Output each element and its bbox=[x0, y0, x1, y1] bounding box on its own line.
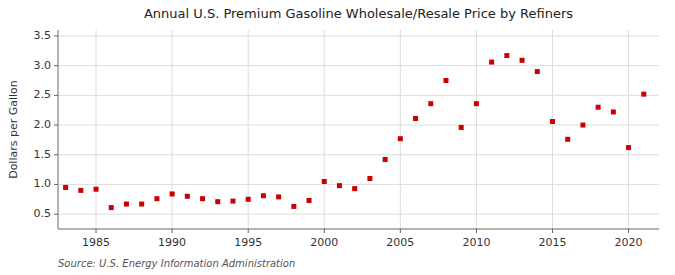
point bbox=[413, 116, 418, 121]
title: Annual U.S. Premium Gasoline Wholesale/R… bbox=[144, 6, 573, 21]
point bbox=[246, 197, 251, 202]
x-tick bbox=[248, 229, 249, 233]
y-tick bbox=[54, 184, 58, 185]
y-tick-label: 3.5 bbox=[34, 29, 52, 42]
x-tick-label: 1990 bbox=[158, 236, 186, 249]
y-axis-line bbox=[58, 30, 59, 229]
y-tick bbox=[54, 65, 58, 66]
x-grid-line bbox=[172, 30, 173, 229]
point bbox=[596, 105, 601, 110]
y-grid-line bbox=[58, 214, 659, 215]
x-tick bbox=[400, 229, 401, 233]
point bbox=[94, 187, 99, 192]
point bbox=[337, 183, 342, 188]
y-tick bbox=[54, 35, 58, 36]
point bbox=[489, 60, 494, 65]
point bbox=[261, 193, 266, 198]
point bbox=[124, 202, 129, 207]
point bbox=[459, 125, 464, 130]
point bbox=[78, 188, 83, 193]
x-tick bbox=[476, 229, 477, 233]
x-tick-label: 1995 bbox=[234, 236, 262, 249]
x-tick-label: 2010 bbox=[462, 236, 490, 249]
x-tick bbox=[96, 229, 97, 233]
point bbox=[520, 58, 525, 63]
y-grid-line bbox=[58, 35, 659, 36]
point bbox=[291, 204, 296, 209]
x-tick-label: 2015 bbox=[538, 236, 566, 249]
point bbox=[550, 119, 555, 124]
point bbox=[580, 123, 585, 128]
x-grid-line bbox=[400, 30, 401, 229]
point bbox=[276, 194, 281, 199]
y-tick-label: 0.5 bbox=[34, 207, 52, 220]
point bbox=[367, 176, 372, 181]
point bbox=[443, 78, 448, 83]
point bbox=[535, 69, 540, 74]
y-tick-label: 2.5 bbox=[34, 88, 52, 101]
y-tick bbox=[54, 125, 58, 126]
y-grid-line bbox=[58, 95, 659, 96]
x-tick bbox=[172, 229, 173, 233]
y-tick bbox=[54, 214, 58, 215]
x-tick bbox=[552, 229, 553, 233]
x-tick-label: 2000 bbox=[310, 236, 338, 249]
x-tick bbox=[628, 229, 629, 233]
points bbox=[63, 53, 646, 210]
point bbox=[154, 196, 159, 201]
y-tick-label: 1.0 bbox=[34, 177, 52, 190]
x-tick bbox=[324, 229, 325, 233]
point bbox=[185, 194, 190, 199]
x-grid-line bbox=[628, 30, 629, 229]
y-grid-line bbox=[58, 65, 659, 66]
point bbox=[63, 185, 68, 190]
y-grid-line bbox=[58, 125, 659, 126]
point bbox=[428, 101, 433, 106]
y-tick bbox=[54, 154, 58, 155]
chart: 0.5 1.0 1.5 2.0 2.5 3.0 3.5 1985 1990 1995 2000 200… bbox=[0, 0, 675, 275]
point bbox=[626, 145, 631, 150]
point bbox=[215, 199, 220, 204]
point bbox=[170, 191, 175, 196]
source-note: Source: U.S. Energy Information Administ… bbox=[58, 258, 295, 269]
point bbox=[565, 137, 570, 142]
x-tick-label: 2020 bbox=[615, 236, 643, 249]
point bbox=[230, 199, 235, 204]
axes: 0.5 1.0 1.5 2.0 2.5 3.0 3.5 1985 1990 1995 2000 200… bbox=[34, 29, 660, 249]
x-grid-line bbox=[324, 30, 325, 229]
page: {"chart_data": {"type": "scatter", "titl… bbox=[0, 0, 675, 275]
x-tick-label: 1985 bbox=[82, 236, 110, 249]
grid bbox=[58, 30, 659, 229]
y-axis-label: Dollars per Gallon bbox=[7, 80, 20, 179]
y-tick-label: 1.5 bbox=[34, 148, 52, 161]
point bbox=[383, 157, 388, 162]
point bbox=[307, 198, 312, 203]
point bbox=[641, 92, 646, 97]
point bbox=[109, 205, 114, 210]
point bbox=[504, 53, 509, 58]
y-tick-label: 3.0 bbox=[34, 59, 52, 72]
x-grid-line bbox=[96, 30, 97, 229]
point bbox=[322, 179, 327, 184]
x-grid-line bbox=[552, 30, 553, 229]
x-tick-label: 2005 bbox=[386, 236, 414, 249]
point bbox=[139, 202, 144, 207]
point bbox=[611, 109, 616, 114]
x-axis-line bbox=[58, 229, 659, 230]
point bbox=[474, 101, 479, 106]
y-tick-label: 2.0 bbox=[34, 118, 52, 131]
y-grid-line bbox=[58, 184, 659, 185]
point bbox=[398, 136, 403, 141]
x-grid-line bbox=[476, 30, 477, 229]
point bbox=[200, 196, 205, 201]
y-tick bbox=[54, 95, 58, 96]
y-grid-line bbox=[58, 154, 659, 155]
point bbox=[352, 186, 357, 191]
